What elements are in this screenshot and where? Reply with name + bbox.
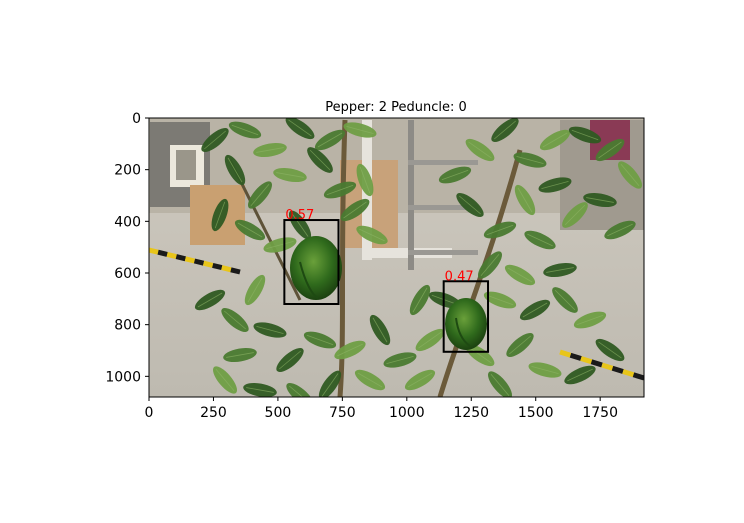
y-tick-label: 800 bbox=[114, 318, 141, 334]
x-tick-label: 1000 bbox=[389, 405, 425, 421]
y-tick-label: 600 bbox=[114, 266, 141, 282]
pepper-2 bbox=[445, 298, 487, 350]
x-tick-label: 750 bbox=[329, 405, 356, 421]
detection-score: 0.47 bbox=[445, 269, 474, 284]
x-tick-label: 250 bbox=[200, 405, 227, 421]
detection-score: 0.57 bbox=[285, 208, 314, 223]
x-tick-label: 500 bbox=[265, 405, 292, 421]
y-tick-label: 400 bbox=[114, 214, 141, 230]
plot-title: Pepper: 2 Peduncle: 0 bbox=[325, 100, 467, 115]
detection-box bbox=[442, 280, 490, 353]
x-tick-label: 1750 bbox=[582, 405, 618, 421]
detections-layer: 0.57 0.47 bbox=[283, 208, 490, 353]
x-tick-label: 0 bbox=[145, 405, 154, 421]
plant-photo bbox=[149, 118, 644, 397]
x-tick-label: 1500 bbox=[518, 405, 554, 421]
axes-frame bbox=[148, 117, 645, 398]
x-tick-label: 1250 bbox=[453, 405, 489, 421]
pepper-1 bbox=[290, 236, 342, 300]
y-tick-label: 200 bbox=[114, 163, 141, 179]
y-tick-label: 1000 bbox=[105, 369, 141, 385]
y-axis: 0 200 400 600 800 1000 bbox=[105, 111, 149, 385]
x-axis: 0 250 500 750 1000 1250 1500 1750 bbox=[145, 397, 618, 421]
y-tick-label: 0 bbox=[132, 111, 141, 127]
detection-box bbox=[283, 219, 340, 306]
